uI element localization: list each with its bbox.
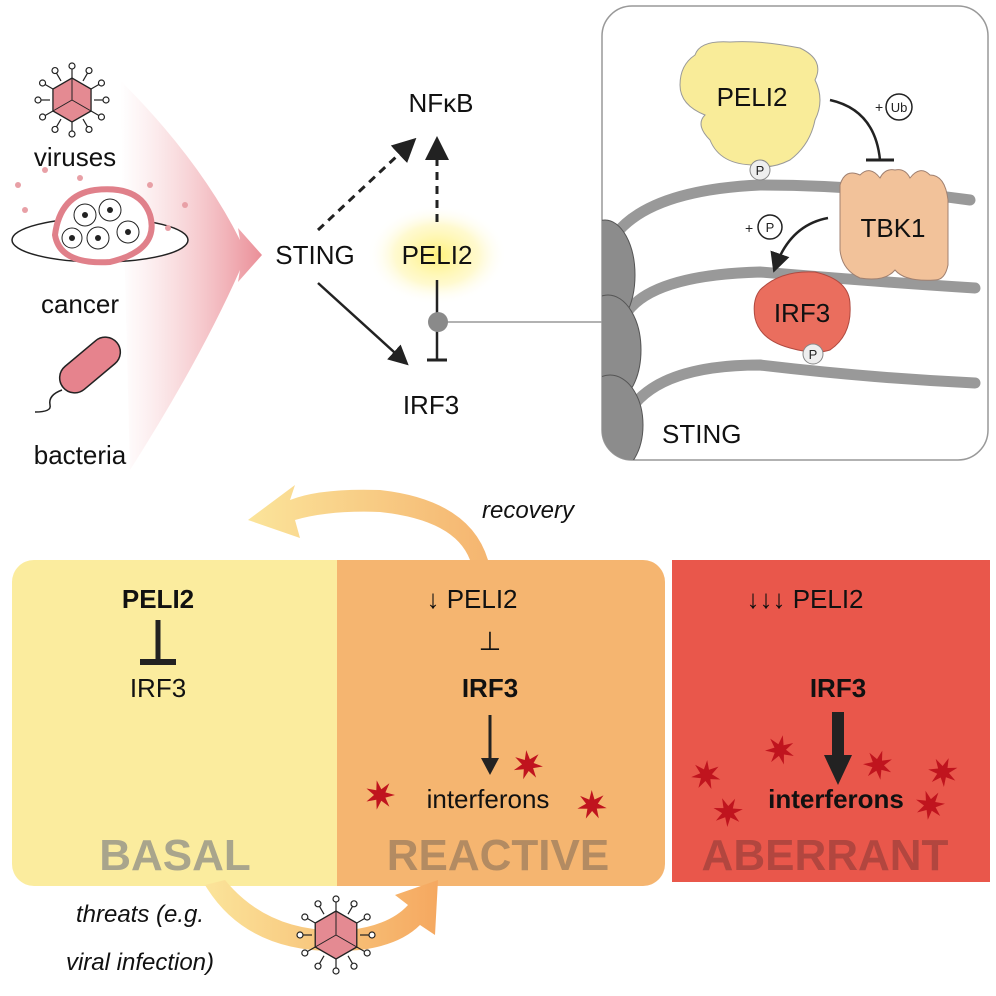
- basal-peli2: PELI2: [122, 584, 194, 614]
- basal-label: BASAL: [99, 831, 251, 880]
- inset-ub-prefix: +: [875, 99, 883, 115]
- threats-arrow: [205, 880, 438, 952]
- basal-panel: [12, 560, 337, 886]
- reactive-interferons: interferons: [427, 784, 550, 814]
- mechanism-inset: PELI2 P + Ub TBK1 + P IRF3 P STING: [601, 5, 989, 461]
- cancer-cells-icon: [11, 167, 189, 266]
- interferon-star: [366, 780, 395, 810]
- recovery-arrow: [248, 485, 488, 560]
- basal-irf3: IRF3: [130, 673, 186, 703]
- aberrant-thick-arrow: [824, 755, 852, 785]
- aberrant-peli2: ↓↓↓ PELI2: [746, 584, 863, 614]
- interferon-stars: [366, 735, 958, 827]
- inset-irf3-p: P: [809, 347, 818, 362]
- interferon-star: [713, 798, 743, 827]
- reactive-panel: [337, 560, 665, 886]
- bacteria-icon: [34, 336, 122, 413]
- aberrant-label: ABERRANT: [702, 831, 949, 880]
- reactive-irf3: IRF3: [462, 673, 518, 703]
- peli2-protein: [679, 41, 821, 168]
- inset-sting: STING: [662, 419, 741, 449]
- virus-icon: [34, 62, 110, 138]
- interferon-star: [916, 790, 945, 820]
- inset-irf3: IRF3: [774, 298, 830, 328]
- inset-peli2: PELI2: [717, 82, 788, 112]
- inset-p-prefix: +: [745, 220, 753, 236]
- aberrant-panel: [672, 560, 990, 882]
- inset-peli2-p: P: [756, 163, 765, 178]
- aberrant-irf3: IRF3: [810, 673, 866, 703]
- tbk1-protein: [839, 169, 949, 281]
- label-bacteria: bacteria: [34, 440, 127, 470]
- state-panels: [12, 560, 990, 886]
- virus-icon: [296, 895, 376, 975]
- recovery-label: recovery: [482, 497, 576, 524]
- threats-line-2: viral infection): [66, 949, 214, 976]
- aberrant-interferons: interferons: [768, 784, 904, 814]
- pathway-peli2: PELI2: [402, 240, 473, 270]
- reactive-peli2: ↓ PELI2: [426, 584, 517, 614]
- label-cancer: cancer: [41, 289, 119, 319]
- interferon-star: [577, 790, 607, 819]
- interferon-star: [513, 750, 543, 780]
- interferon-star: [863, 750, 892, 780]
- inset-ub: Ub: [891, 100, 908, 115]
- pathway-nfkb: NFκB: [409, 88, 474, 118]
- sting-to-nfkb-arrow: [316, 137, 417, 232]
- peli2-glow: [367, 205, 507, 305]
- pathway-sting: STING: [275, 240, 354, 270]
- inset-p: P: [766, 220, 775, 235]
- sting-to-irf3-arrow: [317, 282, 409, 366]
- label-viruses: viruses: [34, 142, 116, 172]
- reactive-arrow: [481, 758, 499, 775]
- reactive-weak-inhibition: ⊥: [479, 626, 502, 656]
- interferon-star: [691, 760, 721, 789]
- zoom-dot: [428, 312, 448, 332]
- inset-tbk1: TBK1: [860, 213, 925, 243]
- threats-line-1: threats (e.g.: [76, 901, 204, 928]
- threat-convergence-wedge: [120, 80, 262, 470]
- pathway-irf3: IRF3: [403, 390, 459, 420]
- interferon-star: [928, 758, 958, 787]
- irf3-protein: [753, 271, 851, 353]
- interferon-star: [765, 735, 794, 765]
- reactive-label: REACTIVE: [387, 831, 609, 880]
